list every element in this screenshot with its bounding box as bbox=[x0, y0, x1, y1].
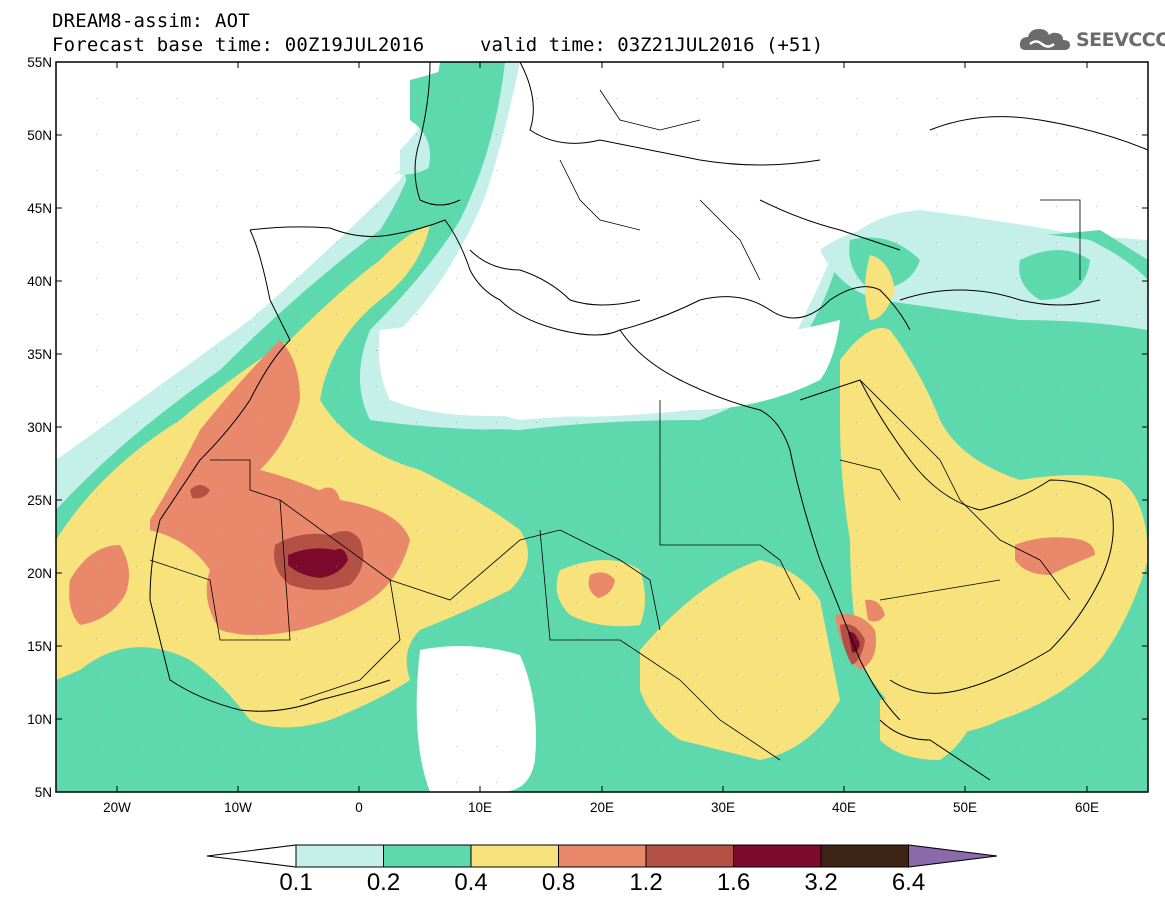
lat-label: 55N bbox=[27, 55, 52, 70]
lon-label: 10E bbox=[468, 800, 492, 815]
colorbar-segment bbox=[820, 844, 909, 868]
lon-label: 60E bbox=[1075, 800, 1099, 815]
colorbar-label: 6.4 bbox=[891, 869, 926, 896]
lat-label: 5N bbox=[35, 785, 52, 800]
lat-label: 25N bbox=[27, 493, 52, 508]
colorbar-label: 0.4 bbox=[454, 869, 488, 896]
logo-text: SEEVCCC bbox=[1076, 29, 1165, 51]
valid-time: valid time: 03Z21JUL2016 (+51) bbox=[480, 34, 824, 56]
lat-label: 30N bbox=[27, 420, 52, 435]
map-title: DREAM8-assim: AOT bbox=[52, 10, 250, 32]
colorbar-under-arrow bbox=[206, 844, 297, 868]
forecast-base-time: Forecast base time: 00Z19JUL2016 bbox=[52, 34, 425, 56]
lon-label: 20W bbox=[103, 800, 131, 815]
lat-label: 50N bbox=[27, 128, 52, 143]
lon-label: 0 bbox=[355, 800, 363, 815]
colorbar-segment bbox=[295, 844, 384, 868]
colorbar-segment bbox=[558, 844, 647, 868]
lat-label: 15N bbox=[27, 639, 52, 654]
grid-dots bbox=[56, 62, 1148, 792]
colorbar-label: 1.2 bbox=[629, 869, 663, 896]
colorbar-label: 3.2 bbox=[804, 869, 838, 896]
colorbar-label: 0.8 bbox=[541, 869, 576, 896]
cloud-icon bbox=[1019, 29, 1070, 50]
colorbar-over-arrow bbox=[908, 844, 998, 868]
aot-shading bbox=[56, 62, 1148, 792]
lon-label: 30E bbox=[711, 800, 735, 815]
lon-label: 50E bbox=[953, 800, 977, 815]
coastlines bbox=[149, 62, 1148, 781]
lat-label: 40N bbox=[27, 274, 52, 289]
colorbar-segment bbox=[645, 844, 734, 868]
lat-label: 20N bbox=[27, 566, 52, 581]
latitude-labels: 55N 50N 45N 40N 35N 30N 25N 20N 15N 10N … bbox=[27, 55, 52, 800]
borders bbox=[149, 89, 1081, 761]
colorbar bbox=[206, 844, 998, 868]
colorbar-label: 1.6 bbox=[716, 869, 751, 896]
axis-ticks bbox=[56, 61, 1148, 793]
seevccc-logo: SEEVCCC bbox=[1018, 24, 1165, 56]
colorbar-segment bbox=[383, 844, 472, 868]
colorbar-label: 0.2 bbox=[366, 869, 401, 896]
lon-label: 10W bbox=[224, 800, 252, 815]
lat-label: 45N bbox=[27, 201, 52, 216]
colorbar-segment bbox=[733, 844, 822, 868]
lat-label: 10N bbox=[27, 712, 52, 727]
colorbar-segment bbox=[470, 844, 559, 868]
lon-label: 40E bbox=[832, 800, 856, 815]
lat-label: 35N bbox=[27, 347, 52, 362]
lon-label: 20E bbox=[590, 800, 614, 815]
colorbar-label: 0.1 bbox=[279, 869, 313, 896]
longitude-labels: 20W 10W 0 10E 20E 30E 40E 50E 60E bbox=[103, 800, 1099, 815]
